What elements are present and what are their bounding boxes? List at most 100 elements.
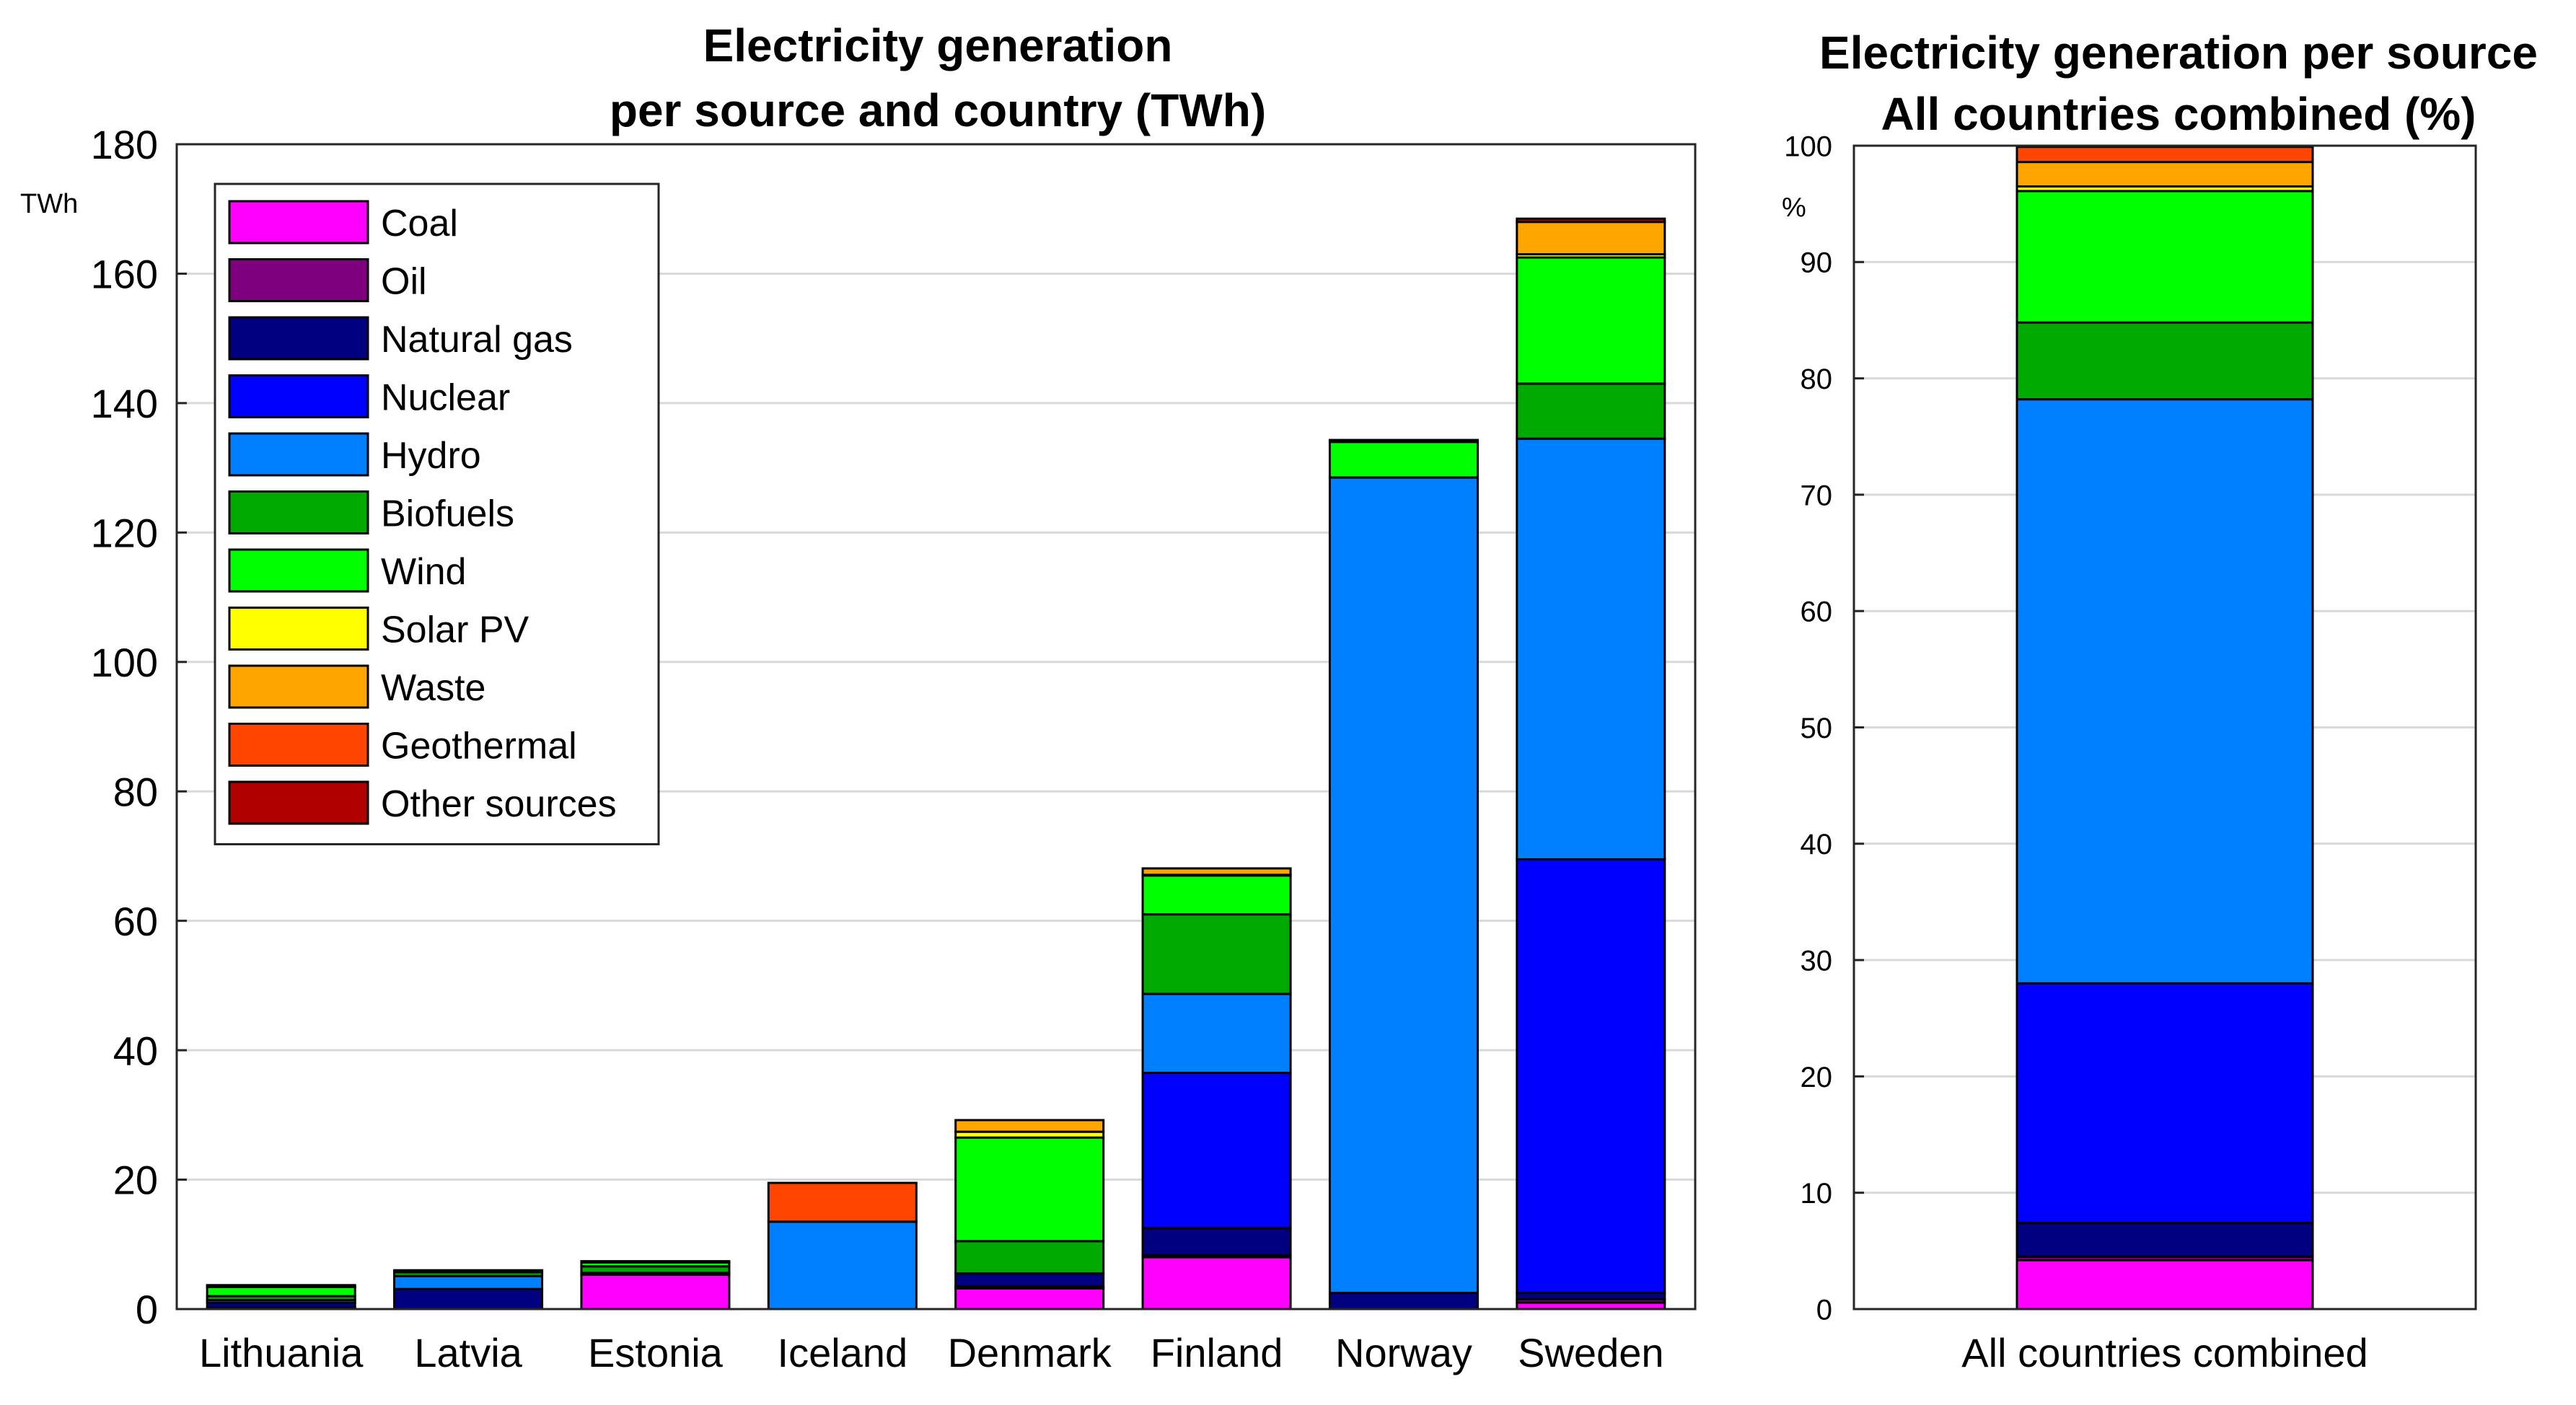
bar-segment-hydro (1141, 992, 1292, 1075)
bar-segment-hydro (1516, 437, 1666, 860)
bar-segment-coal (1141, 1256, 1292, 1311)
bar-segment-waste (1516, 221, 1666, 256)
y-tick-label: 90 (1801, 247, 1833, 279)
bar-segment-hydro (2015, 398, 2314, 985)
bar-segments (206, 217, 1666, 1311)
legend-swatch (228, 432, 369, 477)
legend-label: Wind (381, 551, 466, 593)
y-tick-label: 80 (113, 769, 158, 814)
chart-all-countries-percent: Electricity generation per source All co… (1782, 27, 2538, 1375)
chart-title-line-2: All countries combined (%) (1881, 88, 2476, 140)
bar-segment-nuclear (1516, 858, 1666, 1295)
x-tick-label: Estonia (588, 1330, 724, 1375)
bar-segment-waste (393, 1269, 544, 1272)
y-tick-label: 20 (113, 1158, 158, 1203)
legend-label: Nuclear (381, 377, 510, 419)
y-tick-label: 60 (1801, 596, 1833, 628)
bar-segment-biofuels (2015, 321, 2314, 401)
bar-segment-coal (954, 1287, 1105, 1311)
bar-segment-waste (954, 1119, 1105, 1133)
y-tick-label: 160 (91, 252, 158, 297)
legend-label: Waste (381, 667, 485, 709)
x-tick-label: Norway (1335, 1330, 1472, 1375)
bar-segment-wind (206, 1285, 356, 1298)
legend-label: Hydro (381, 435, 481, 477)
bar-segment-hydro (767, 1220, 918, 1311)
bar-segment-wind (2015, 190, 2314, 324)
y-tick-label: 30 (1801, 946, 1833, 977)
bar-segment-wind (1141, 874, 1292, 916)
bar-segment-wind (1328, 441, 1479, 479)
chart-title-line-2: per source and country (TWh) (610, 84, 1266, 136)
bar-segment-natural-gas (393, 1287, 544, 1311)
x-tick-label: Denmark (948, 1330, 1112, 1375)
legend-swatch (228, 548, 369, 593)
legend-swatch (228, 258, 369, 302)
y-tick-label: 70 (1801, 480, 1833, 511)
y-tick-label: 40 (1801, 829, 1833, 860)
bar-segment-biofuels (1516, 382, 1666, 440)
bar-segment-hydro (1328, 476, 1479, 1295)
bar-segment-nuclear (1141, 1072, 1292, 1230)
bar-segment-natural-gas (1141, 1227, 1292, 1257)
bar-segment-natural-gas (1328, 1292, 1479, 1311)
axes: 0 10 20 30 40 50 60 70 80 90 100 All countries comb… (1784, 131, 2477, 1375)
bar-segment-biofuels (1141, 913, 1292, 995)
bar-segment-biofuels (954, 1240, 1105, 1275)
plot-frame (175, 143, 1697, 1311)
legend-swatch (228, 723, 369, 767)
bar-segment-waste (580, 1260, 731, 1264)
bar-segment-waste (1328, 439, 1479, 444)
x-tick-label: Iceland (778, 1330, 908, 1375)
legend-swatch (228, 664, 369, 709)
bar-segment-natural-gas (954, 1272, 1105, 1288)
legend-swatch (228, 316, 369, 361)
axes: 0 20 40 60 80 100 120 140 160 180 Lithuania Latvia E… (91, 122, 1697, 1375)
y-tick-label: 100 (1784, 131, 1832, 162)
y-tick-label: 180 (91, 122, 158, 167)
legend-swatch (228, 374, 369, 418)
bar-segment-waste (1141, 867, 1292, 876)
bar-segment-geothermal (2015, 146, 2314, 164)
legend-label: Solar PV (381, 609, 529, 651)
y-tick-label: 40 (113, 1028, 158, 1073)
legend-swatch (228, 780, 369, 825)
legend-swatch (228, 490, 369, 534)
legend: Coal Oil Natural gas Nuclear Hydro Biofuels Wi… (214, 182, 660, 845)
x-tick-label: Finland (1151, 1330, 1283, 1375)
bar-segment-waste (2015, 161, 2314, 188)
y-tick-label: 10 (1801, 1178, 1833, 1210)
x-tick-label: Sweden (1518, 1330, 1663, 1375)
bar-segment-coal (580, 1273, 731, 1311)
bar-segment-hydro (393, 1274, 544, 1290)
legend-label: Other sources (381, 783, 617, 825)
legend-label: Biofuels (381, 493, 514, 535)
y-tick-label: 140 (91, 381, 158, 426)
chart-title-line-1: Electricity generation per source (1819, 27, 2538, 79)
x-tick-label: Latvia (414, 1330, 522, 1375)
x-tick-label: All countries combined (1961, 1330, 2368, 1375)
legend-label: Coal (381, 203, 458, 245)
y-tick-label: 80 (1801, 364, 1833, 395)
legend-label: Natural gas (381, 319, 573, 361)
legend-swatch (228, 200, 369, 245)
bar-segment-wind (954, 1136, 1105, 1243)
y-tick-label: 60 (113, 899, 158, 944)
chart-title-line-1: Electricity generation (703, 19, 1173, 71)
y-tick-label: 100 (91, 640, 158, 685)
legend-label: Oil (381, 261, 427, 303)
y-tick-label: 0 (1816, 1294, 1832, 1326)
bar-segment-natural-gas (2015, 1222, 2314, 1258)
y-tick-label: 0 (136, 1287, 158, 1332)
bar-segment-nuclear (2015, 982, 2314, 1225)
bar-segments (2015, 144, 2314, 1311)
legend-swatch (228, 607, 369, 651)
bar-segment-other-sources (1516, 217, 1666, 224)
plot-frame (1852, 144, 2477, 1311)
legend-label: Geothermal (381, 726, 577, 767)
bar-segment-geothermal (767, 1181, 918, 1223)
y-tick-label: 50 (1801, 713, 1833, 744)
chart-country-generation: Electricity generation per source and co… (20, 19, 1697, 1375)
bar-segment-coal (2015, 1259, 2314, 1311)
